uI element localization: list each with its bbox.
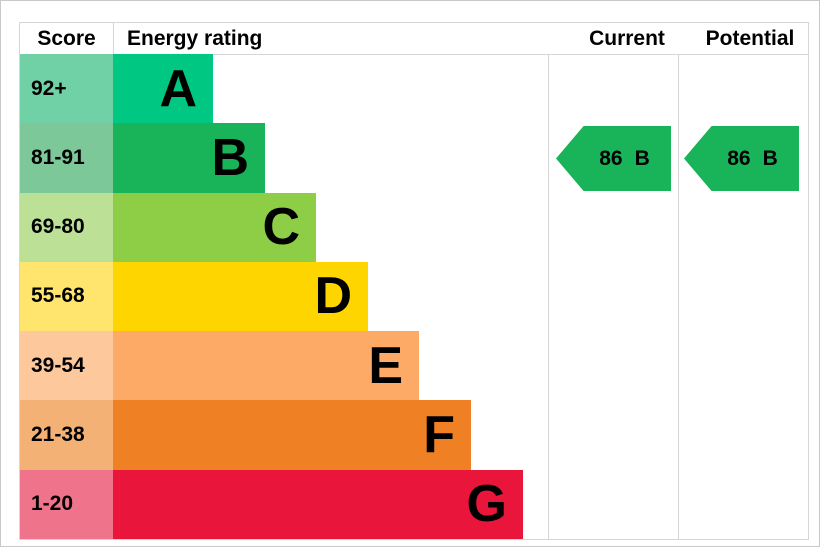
table-header: Score Energy rating Current Potential xyxy=(20,23,808,55)
grade-bar-b: B xyxy=(113,123,265,193)
potential-rating-letter: B xyxy=(762,146,778,170)
rating-row-c: 69-80 C xyxy=(20,192,808,262)
rating-row-a: 92+ A xyxy=(20,54,808,124)
energy-rating-column-header: Energy rating xyxy=(127,26,263,50)
score-range-label: 92+ xyxy=(20,54,113,124)
grade-letter: C xyxy=(262,198,300,257)
score-range-label: 39-54 xyxy=(20,331,113,401)
rating-row-g: 1-20 G xyxy=(20,469,808,539)
current-column-header: Current xyxy=(589,26,665,50)
current-rating-letter: B xyxy=(634,146,650,170)
grade-bar-c: C xyxy=(113,192,316,262)
grade-letter: G xyxy=(466,475,507,534)
grade-letter: F xyxy=(423,406,455,465)
score-range-label: 1-20 xyxy=(20,469,113,539)
grade-bar-e: E xyxy=(113,331,419,401)
grade-letter: D xyxy=(314,267,352,326)
rating-rows: 92+ A 81-91 B 69-80 C 55-68 D 39-54 E 21-38 F 1-20 G xyxy=(20,54,808,539)
current-score-value: 86 xyxy=(599,146,623,170)
score-range-label: 81-91 xyxy=(20,123,113,193)
grade-bar-g: G xyxy=(113,469,523,539)
grade-bar-a: A xyxy=(113,54,213,124)
grade-letter: B xyxy=(211,128,249,187)
grade-bar-d: D xyxy=(113,261,368,332)
potential-rating-arrow: 86 B xyxy=(684,126,799,191)
epc-rating-table: Score Energy rating Current Potential 92… xyxy=(19,22,809,540)
rating-row-b: 81-91 B xyxy=(20,123,808,193)
score-column-header: Score xyxy=(20,23,114,54)
potential-score-value: 86 xyxy=(727,146,751,170)
score-range-label: 69-80 xyxy=(20,192,113,262)
current-rating-arrow: 86 B xyxy=(556,126,671,191)
grade-bar-f: F xyxy=(113,400,471,470)
current-column-divider xyxy=(548,23,549,539)
rating-row-e: 39-54 E xyxy=(20,331,808,401)
rating-row-f: 21-38 F xyxy=(20,400,808,470)
potential-column-header: Potential xyxy=(705,26,795,50)
grade-letter: E xyxy=(368,336,403,395)
score-range-label: 21-38 xyxy=(20,400,113,470)
potential-column-divider xyxy=(678,23,679,539)
rating-row-d: 55-68 D xyxy=(20,261,808,332)
score-range-label: 55-68 xyxy=(20,261,113,332)
grade-letter: A xyxy=(159,59,197,118)
